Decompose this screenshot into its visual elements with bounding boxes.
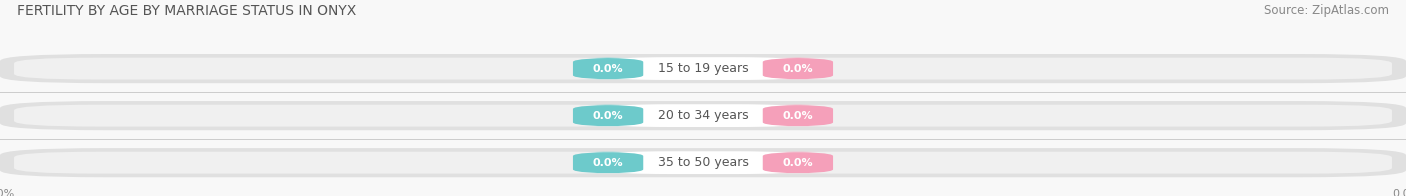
FancyBboxPatch shape	[762, 58, 832, 80]
FancyBboxPatch shape	[14, 152, 1392, 174]
FancyBboxPatch shape	[0, 101, 1406, 130]
FancyBboxPatch shape	[762, 152, 832, 174]
Text: 0.0%: 0.0%	[783, 111, 813, 121]
Text: FERTILITY BY AGE BY MARRIAGE STATUS IN ONYX: FERTILITY BY AGE BY MARRIAGE STATUS IN O…	[17, 4, 356, 18]
FancyBboxPatch shape	[762, 105, 832, 127]
Text: 0.0%: 0.0%	[783, 158, 813, 168]
FancyBboxPatch shape	[14, 58, 1392, 80]
FancyBboxPatch shape	[609, 104, 799, 127]
Text: 0.0%: 0.0%	[593, 64, 623, 74]
FancyBboxPatch shape	[609, 151, 799, 174]
Text: 0.0%: 0.0%	[593, 158, 623, 168]
Text: 20 to 34 years: 20 to 34 years	[658, 109, 748, 122]
FancyBboxPatch shape	[0, 148, 1406, 177]
FancyBboxPatch shape	[0, 54, 1406, 83]
Text: 0.0%: 0.0%	[783, 64, 813, 74]
FancyBboxPatch shape	[574, 58, 644, 80]
FancyBboxPatch shape	[574, 152, 644, 174]
FancyBboxPatch shape	[574, 105, 644, 127]
Text: 35 to 50 years: 35 to 50 years	[658, 156, 748, 169]
Text: 15 to 19 years: 15 to 19 years	[658, 62, 748, 75]
FancyBboxPatch shape	[14, 105, 1392, 127]
Text: 0.0%: 0.0%	[593, 111, 623, 121]
FancyBboxPatch shape	[609, 57, 799, 80]
Text: Source: ZipAtlas.com: Source: ZipAtlas.com	[1264, 4, 1389, 17]
